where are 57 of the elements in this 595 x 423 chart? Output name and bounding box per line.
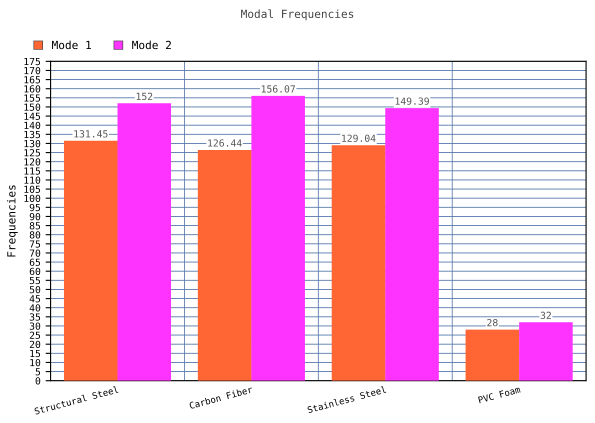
y-tick-label: 150 [24, 103, 40, 111]
y-tick-label: 80 [30, 231, 40, 239]
data-label: 129.04 [342, 134, 376, 142]
y-tick-label: 160 [24, 85, 40, 93]
data-label: 126.44 [208, 139, 242, 147]
y-tick-label: 90 [30, 212, 40, 220]
y-tick-label: 45 [30, 295, 40, 302]
y-tick-label: 85 [30, 222, 40, 230]
y-tick-label: 110 [24, 176, 40, 184]
bar [332, 145, 386, 381]
y-tick-label: 65 [30, 258, 40, 266]
y-tick-label: 30 [30, 322, 40, 330]
y-tick-label: 175 [24, 58, 40, 66]
bar [64, 140, 118, 381]
data-label: 152 [136, 92, 152, 100]
legend-label: Mode 2 [132, 40, 171, 50]
bar [519, 322, 573, 381]
y-tick-label: 125 [24, 149, 40, 156]
y-tick-label: 100 [24, 194, 40, 202]
y-tick-label: 135 [24, 130, 40, 138]
y-tick-label: 95 [30, 204, 40, 212]
legend-label: Mode 1 [52, 40, 91, 50]
x-tick-label: Carbon Fiber [188, 386, 253, 410]
y-tick-label: 140 [24, 122, 40, 130]
bar [118, 103, 172, 381]
y-tick-label: 120 [24, 158, 40, 166]
y-tick-label: 10 [30, 358, 40, 366]
y-tick-label: 130 [24, 140, 40, 148]
y-tick-label: 70 [30, 249, 40, 257]
bar [198, 150, 252, 381]
bar [251, 96, 305, 381]
bar [466, 330, 520, 381]
y-tick-label: 25 [30, 332, 40, 339]
y-tick-label: 115 [24, 167, 40, 175]
y-axis-title: Frequencies [6, 185, 18, 257]
y-tick-label: 0 [36, 377, 40, 385]
y-tick-label: 50 [30, 286, 40, 294]
data-label: 156.07 [262, 85, 295, 93]
y-tick-label: 60 [30, 268, 40, 276]
data-label: 32 [540, 312, 551, 320]
y-tick-label: 35 [30, 313, 40, 321]
chart-title: Modal Frequencies [241, 9, 354, 20]
y-tick-label: 75 [30, 240, 40, 248]
y-tick-label: 20 [30, 340, 40, 348]
y-tick-label: 105 [24, 186, 40, 193]
data-label: 149.39 [396, 97, 429, 105]
data-label: 131.45 [74, 130, 108, 138]
x-tick-label: PVC Foam [478, 386, 521, 404]
data-label: 28 [487, 318, 498, 326]
y-tick-label: 155 [24, 94, 40, 102]
y-tick-label: 145 [24, 112, 40, 120]
y-tick-label: 165 [24, 76, 40, 84]
y-tick-label: 15 [30, 350, 40, 358]
y-tick-label: 5 [36, 368, 40, 376]
y-tick-label: 40 [30, 304, 40, 312]
y-tick-label: 55 [30, 276, 40, 284]
y-tick-label: 170 [24, 66, 40, 74]
